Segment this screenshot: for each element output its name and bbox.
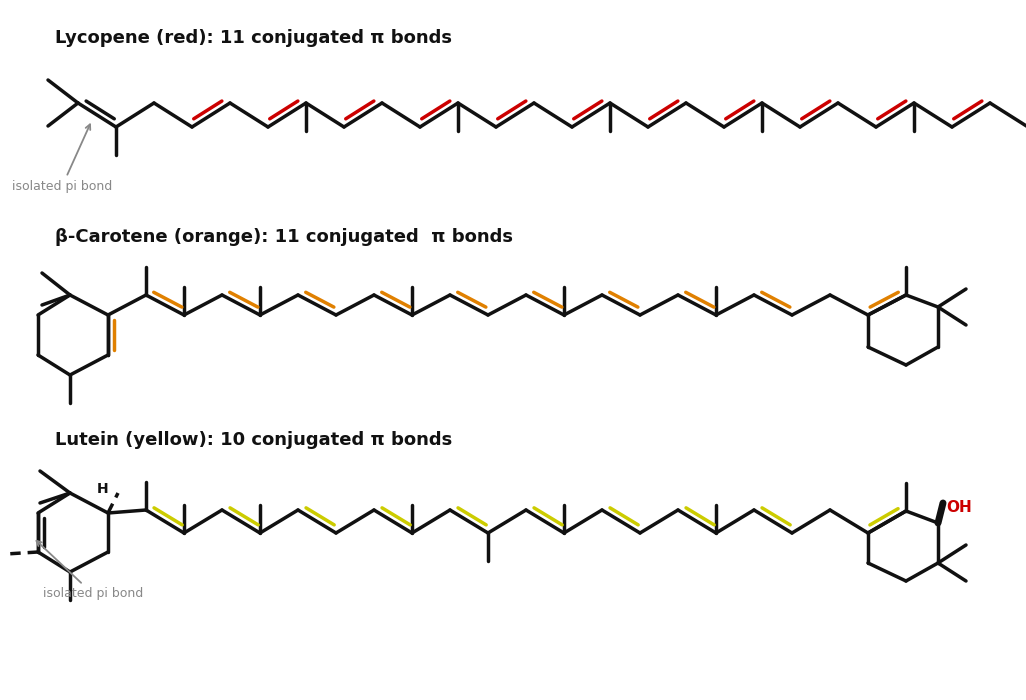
- Text: isolated pi bond: isolated pi bond: [12, 125, 112, 193]
- Text: Lycopene (red): 11 conjugated π bonds: Lycopene (red): 11 conjugated π bonds: [55, 29, 452, 47]
- Text: OH: OH: [946, 500, 972, 515]
- Text: H: H: [97, 482, 109, 496]
- Text: Lutein (yellow): 10 conjugated π bonds: Lutein (yellow): 10 conjugated π bonds: [55, 431, 452, 449]
- Text: isolated pi bond: isolated pi bond: [37, 541, 143, 601]
- Text: β-Carotene (orange): 11 conjugated  π bonds: β-Carotene (orange): 11 conjugated π bon…: [55, 228, 513, 246]
